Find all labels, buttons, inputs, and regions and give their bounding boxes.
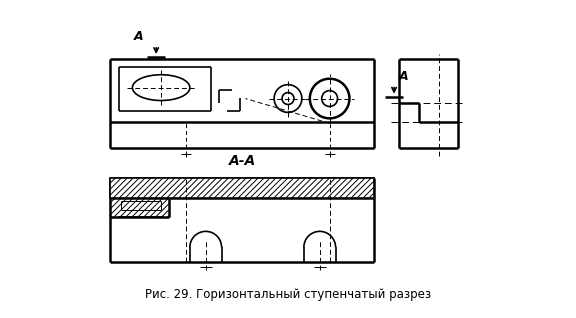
Text: А-А: А-А (229, 154, 256, 168)
Text: Рис. 29. Горизонтальный ступенчатый разрез: Рис. 29. Горизонтальный ступенчатый разр… (145, 288, 431, 301)
Bar (109, 178, 374, 198)
Text: A: A (399, 70, 409, 83)
Text: A: A (134, 30, 143, 43)
